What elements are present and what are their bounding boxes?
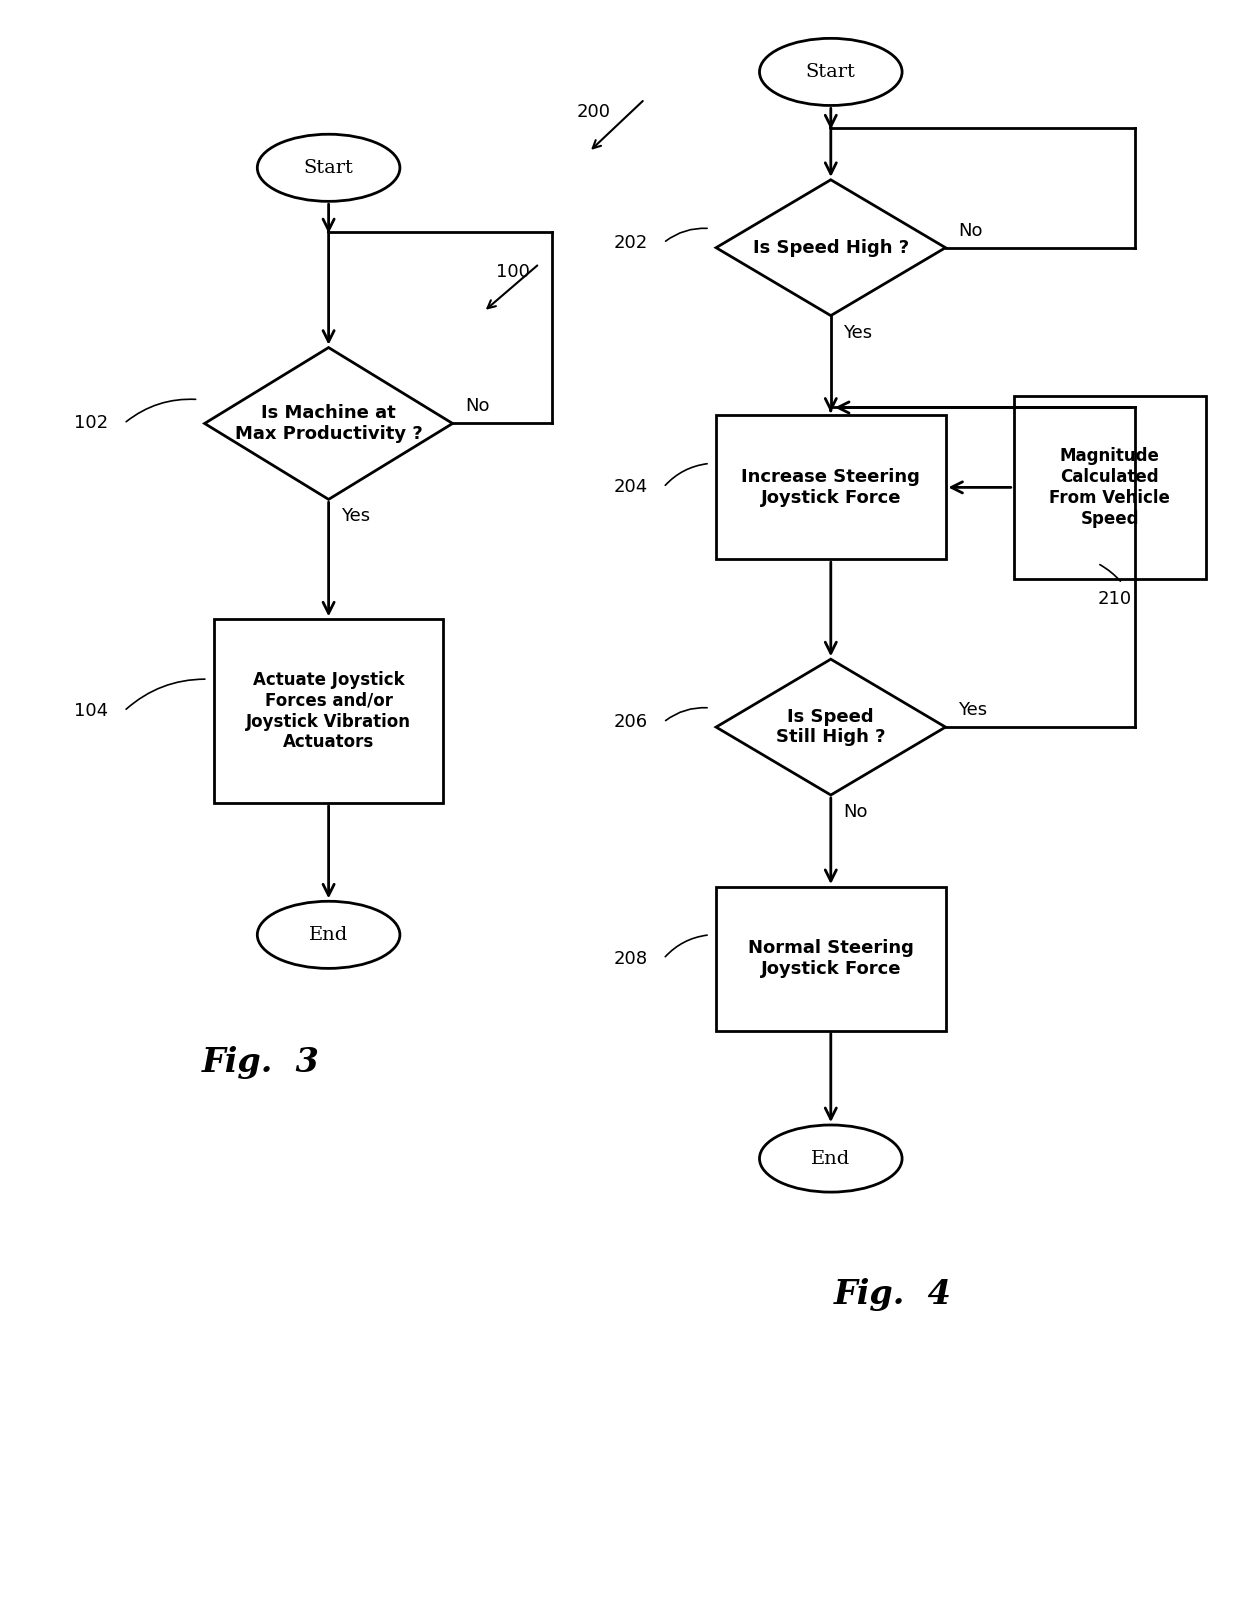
Text: Fig.  3: Fig. 3: [201, 1047, 320, 1079]
Ellipse shape: [759, 1125, 903, 1192]
Text: End: End: [309, 925, 348, 944]
Bar: [717, 887, 945, 1031]
Bar: [1014, 396, 1205, 580]
Text: 210: 210: [1097, 590, 1132, 609]
Polygon shape: [205, 348, 453, 499]
Text: Start: Start: [806, 62, 856, 81]
Text: Is Machine at
Max Productivity ?: Is Machine at Max Productivity ?: [234, 404, 423, 443]
Text: Start: Start: [304, 158, 353, 177]
Polygon shape: [717, 658, 946, 794]
Text: Fig.  4: Fig. 4: [833, 1278, 952, 1310]
Text: End: End: [811, 1149, 851, 1168]
Text: No: No: [465, 398, 490, 415]
Text: 202: 202: [614, 233, 649, 252]
Text: 100: 100: [496, 262, 529, 281]
Ellipse shape: [759, 38, 903, 105]
Ellipse shape: [258, 901, 401, 968]
Text: Is Speed
Still High ?: Is Speed Still High ?: [776, 708, 885, 746]
Polygon shape: [717, 181, 946, 316]
Text: Yes: Yes: [959, 702, 987, 719]
Text: 208: 208: [614, 949, 649, 968]
Text: 204: 204: [614, 478, 649, 497]
Text: Normal Steering
Joystick Force: Normal Steering Joystick Force: [748, 940, 914, 978]
Text: Is Speed High ?: Is Speed High ?: [753, 238, 909, 257]
Text: 206: 206: [614, 713, 649, 732]
Text: Magnitude
Calculated
From Vehicle
Speed: Magnitude Calculated From Vehicle Speed: [1049, 447, 1171, 527]
Text: Yes: Yes: [341, 508, 370, 526]
Bar: [215, 618, 444, 802]
Text: Yes: Yes: [843, 323, 872, 342]
Text: 200: 200: [577, 102, 610, 121]
Text: No: No: [843, 802, 868, 821]
Ellipse shape: [258, 134, 401, 201]
Text: No: No: [959, 222, 982, 240]
Text: 102: 102: [74, 414, 109, 433]
Text: Actuate Joystick
Forces and/or
Joystick Vibration
Actuators: Actuate Joystick Forces and/or Joystick …: [246, 671, 412, 751]
Text: Increase Steering
Joystick Force: Increase Steering Joystick Force: [742, 468, 920, 507]
Text: 104: 104: [74, 702, 109, 721]
Bar: [717, 415, 945, 559]
